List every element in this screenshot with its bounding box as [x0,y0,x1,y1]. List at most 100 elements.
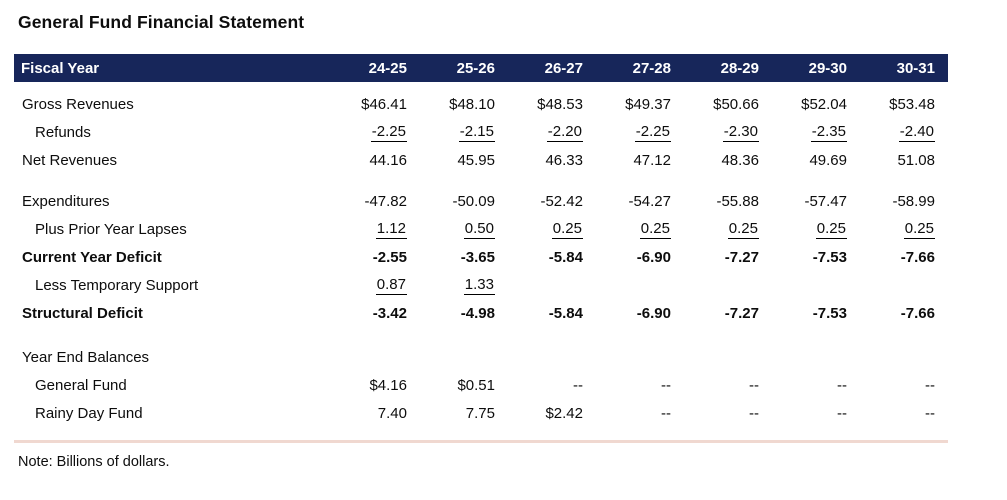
row-label: Rainy Day Fund [35,404,143,422]
table-section: Year End Balances General Fund $4.16 $0.5… [14,343,948,427]
table-cell: -54.27 [628,192,671,210]
table-row: Rainy Day Fund 7.40 7.75 $2.42 -- -- -- -- [14,399,948,427]
header-year-30-31: 30-31 [896,59,935,77]
table-cell: 49.69 [809,151,847,169]
table-cell: -2.25 [596,123,684,142]
table-cell: -- [925,376,935,394]
table-cell: -5.84 [548,248,583,266]
table-cell: -5.84 [548,304,583,322]
underlined-value: -2.40 [898,122,935,142]
header-year-29-30: 29-30 [808,59,847,77]
table-cell: -7.27 [724,304,759,322]
table-cell: -50.09 [452,192,495,210]
table-cell: 0.87 [332,276,420,295]
table-cell: -47.82 [364,192,407,210]
underlined-value: 0.25 [903,219,935,239]
table-cell: -2.35 [772,123,860,142]
table-row: Less Temporary Support 0.87 1.33 [14,271,948,299]
table-cell: $53.48 [889,95,935,113]
row-label: Less Temporary Support [35,276,199,294]
table-cell: $0.51 [457,376,495,394]
table-row: Current Year Deficit -2.55 -3.65 -5.84 -6.9… [14,243,948,271]
table-cell: -7.53 [812,248,847,266]
table-row: Expenditures -47.82 -50.09 -52.42 -54.27 -55… [14,187,948,215]
table-row: Refunds -2.25 -2.15 -2.20 -2.25 -2.30 -2.35 -2… [14,118,948,146]
table-cell: -7.66 [900,304,935,322]
table-cell: -3.42 [372,304,407,322]
underlined-value: 1.12 [375,219,407,239]
table-cell: -6.90 [636,304,671,322]
table-cell: 7.40 [377,404,407,422]
table-cell: -2.40 [860,123,948,142]
header-year-26-27: 26-27 [544,59,583,77]
table-cell: -- [925,404,935,422]
table-cell: -2.15 [420,123,508,142]
table-row: Structural Deficit -3.42 -4.98 -5.84 -6.90 -… [14,299,948,327]
table-cell: 0.25 [596,220,684,239]
table-cell: 0.50 [420,220,508,239]
row-label: Gross Revenues [22,95,134,113]
underlined-value: -2.30 [722,122,759,142]
row-label: General Fund [35,376,127,394]
table-cell: $49.37 [625,95,671,113]
row-label: Net Revenues [22,151,118,169]
table-row: Gross Revenues $46.41 $48.10 $48.53 $49.37 $… [14,90,948,118]
table-cell: -2.55 [372,248,407,266]
table-cell: -- [661,404,671,422]
table-cell: 1.33 [420,276,508,295]
underlined-value: -2.25 [370,122,407,142]
header-year-25-26: 25-26 [456,59,495,77]
table-cell: 45.95 [457,151,495,169]
table-cell: -57.47 [804,192,847,210]
table-cell: -- [749,376,759,394]
table-cell: 51.08 [897,151,935,169]
underlined-value: 0.25 [815,219,847,239]
table-cell: 1.12 [332,220,420,239]
table-cell: -6.90 [636,248,671,266]
table-cell: 0.25 [772,220,860,239]
table-cell: -55.88 [716,192,759,210]
row-label: Refunds [35,123,91,141]
underlined-value: 1.33 [463,275,495,295]
underlined-value: 0.25 [727,219,759,239]
table-cell: -- [573,376,583,394]
table-row: Net Revenues 44.16 45.95 46.33 47.12 48.36 49… [14,146,948,174]
table-row: Year End Balances [14,343,948,371]
underlined-value: 0.87 [375,275,407,295]
underlined-value: 0.50 [463,219,495,239]
table-cell: 7.75 [465,404,495,422]
table-cell: -52.42 [540,192,583,210]
row-label: Structural Deficit [22,304,143,322]
underlined-value: -2.15 [458,122,495,142]
underlined-value: -2.20 [546,122,583,142]
header-year-27-28: 27-28 [632,59,671,77]
table-section: Gross Revenues $46.41 $48.10 $48.53 $49.37 $… [14,90,948,174]
table-header-row: Fiscal Year 24-25 25-26 26-27 27-28 28-2… [14,54,948,82]
table-cell: -4.98 [460,304,495,322]
table-row: General Fund $4.16 $0.51 -- -- -- -- -- [14,371,948,399]
divider-line [14,440,948,443]
table-cell: -- [837,404,847,422]
table-body: Gross Revenues $46.41 $48.10 $48.53 $49.37 $… [14,82,948,427]
header-year-28-29: 28-29 [720,59,759,77]
table-cell: $48.10 [449,95,495,113]
table-cell: $50.66 [713,95,759,113]
table-cell: -7.66 [900,248,935,266]
table-cell: 44.16 [369,151,407,169]
table-cell: $48.53 [537,95,583,113]
table-cell: -2.30 [684,123,772,142]
row-label: Expenditures [22,192,110,210]
table-cell: $52.04 [801,95,847,113]
table-cell: -7.27 [724,248,759,266]
underlined-value: -2.25 [634,122,671,142]
table-cell: $2.42 [545,404,583,422]
table-cell: 0.25 [860,220,948,239]
table-cell: -2.20 [508,123,596,142]
table-cell: -2.25 [332,123,420,142]
row-label: Plus Prior Year Lapses [35,220,187,238]
table-cell: 0.25 [508,220,596,239]
header-year-24-25: 24-25 [368,59,407,77]
underlined-value: 0.25 [639,219,671,239]
page-title: General Fund Financial Statement [18,12,305,32]
table-row: Plus Prior Year Lapses 1.12 0.50 0.25 0.25 0… [14,215,948,243]
